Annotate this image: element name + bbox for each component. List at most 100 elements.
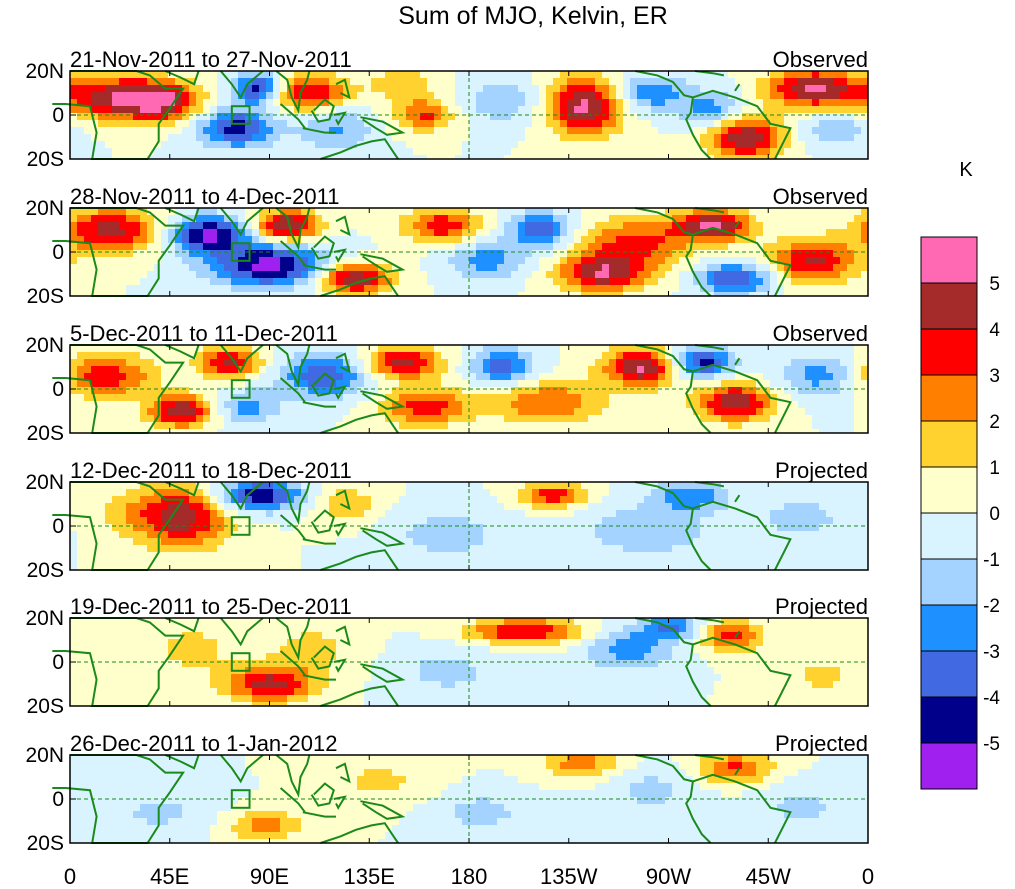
heatmap-cell — [476, 401, 484, 409]
heatmap-cell — [357, 271, 365, 279]
heatmap-cell — [455, 292, 463, 297]
heatmap-cell — [805, 85, 813, 93]
heatmap-cell — [644, 429, 652, 434]
heatmap-cell — [462, 127, 470, 135]
heatmap-cell — [581, 345, 589, 353]
heatmap-cell — [763, 250, 771, 258]
heatmap-cell — [574, 285, 582, 293]
heatmap-cell — [112, 113, 120, 121]
heatmap-cell — [728, 352, 736, 360]
heatmap-cell — [819, 359, 827, 367]
heatmap-cell — [70, 538, 78, 546]
heatmap-cell — [742, 243, 750, 251]
heatmap-cell — [266, 85, 274, 93]
heatmap-cell — [238, 373, 246, 381]
heatmap-cell — [525, 394, 533, 402]
heatmap-cell — [119, 278, 127, 286]
heatmap-cell — [420, 415, 428, 423]
heatmap-cell — [854, 236, 862, 244]
heatmap-cell — [168, 408, 176, 416]
heatmap-cell — [805, 148, 813, 156]
heatmap-cell — [812, 127, 820, 135]
heatmap-cell — [168, 257, 176, 265]
heatmap-cell — [616, 429, 624, 434]
heatmap-cell — [861, 264, 869, 272]
heatmap-cell — [637, 155, 645, 160]
heatmap-cell — [399, 373, 407, 381]
heatmap-cell — [301, 285, 309, 293]
heatmap-cell — [651, 264, 659, 272]
heatmap-cell — [714, 359, 722, 367]
heatmap-cell — [861, 387, 869, 395]
heatmap-cell — [224, 236, 232, 244]
heatmap-cell — [581, 429, 589, 434]
heatmap-cell — [651, 85, 659, 93]
heatmap-cell — [119, 517, 127, 525]
heatmap-cell — [371, 127, 379, 135]
heatmap-cell — [462, 92, 470, 100]
heatmap-cell — [714, 141, 722, 149]
heatmap-cell — [707, 78, 715, 86]
heatmap-cell — [112, 120, 120, 128]
heatmap-cell — [434, 387, 442, 395]
heatmap-cell — [196, 559, 204, 567]
heatmap-cell — [147, 531, 155, 539]
heatmap-cell — [140, 380, 148, 388]
heatmap-cell — [154, 99, 162, 107]
heatmap-cell — [105, 215, 113, 223]
coastline — [275, 207, 311, 252]
heatmap-cell — [686, 215, 694, 223]
heatmap-cell — [182, 387, 190, 395]
heatmap-cell — [784, 257, 792, 265]
heatmap-cell — [819, 387, 827, 395]
heatmap-cell — [742, 408, 750, 416]
heatmap-cell — [406, 285, 414, 293]
heatmap-cell — [364, 401, 372, 409]
heatmap-cell — [490, 148, 498, 156]
heatmap-cell — [392, 359, 400, 367]
heatmap-cell — [574, 359, 582, 367]
heatmap-cell — [378, 155, 386, 160]
heatmap-cell — [161, 285, 169, 293]
coastline — [360, 253, 406, 273]
heatmap-cell — [497, 155, 505, 160]
heatmap-cell — [518, 422, 526, 430]
heatmap-cell — [147, 359, 155, 367]
heatmap-cell — [609, 408, 617, 416]
heatmap-cell — [854, 387, 862, 395]
heatmap-cell — [238, 99, 246, 107]
heatmap-cell — [735, 78, 743, 86]
heatmap-cell — [252, 359, 260, 367]
heatmap-cell — [105, 85, 113, 93]
heatmap-cell — [168, 134, 176, 142]
heatmap-cell — [441, 222, 449, 230]
heatmap-cell — [217, 524, 225, 532]
heatmap-cell — [427, 134, 435, 142]
heatmap-cell — [350, 222, 358, 230]
heatmap-cell — [574, 99, 582, 107]
heatmap-cell — [84, 373, 92, 381]
heatmap-cell — [441, 99, 449, 107]
heatmap-cell — [679, 71, 687, 79]
heatmap-cell — [189, 278, 197, 286]
heatmap-cell — [350, 78, 358, 86]
heatmap-cell — [238, 222, 246, 230]
heatmap-cell — [826, 373, 834, 381]
heatmap-cell — [357, 401, 365, 409]
heatmap-cell — [385, 85, 393, 93]
heatmap-cell — [322, 141, 330, 149]
heatmap-cell — [798, 215, 806, 223]
heatmap-cell — [791, 366, 799, 374]
heatmap-cell — [413, 292, 421, 297]
heatmap-cell — [98, 531, 106, 539]
heatmap-cell — [581, 359, 589, 367]
heatmap-cell — [196, 92, 204, 100]
heatmap-cell — [637, 78, 645, 86]
heatmap-cell — [532, 215, 540, 223]
heatmap-cell — [679, 222, 687, 230]
heatmap-cell — [217, 85, 225, 93]
heatmap-cell — [119, 141, 127, 149]
heatmap-cell — [434, 257, 442, 265]
heatmap-cell — [371, 408, 379, 416]
